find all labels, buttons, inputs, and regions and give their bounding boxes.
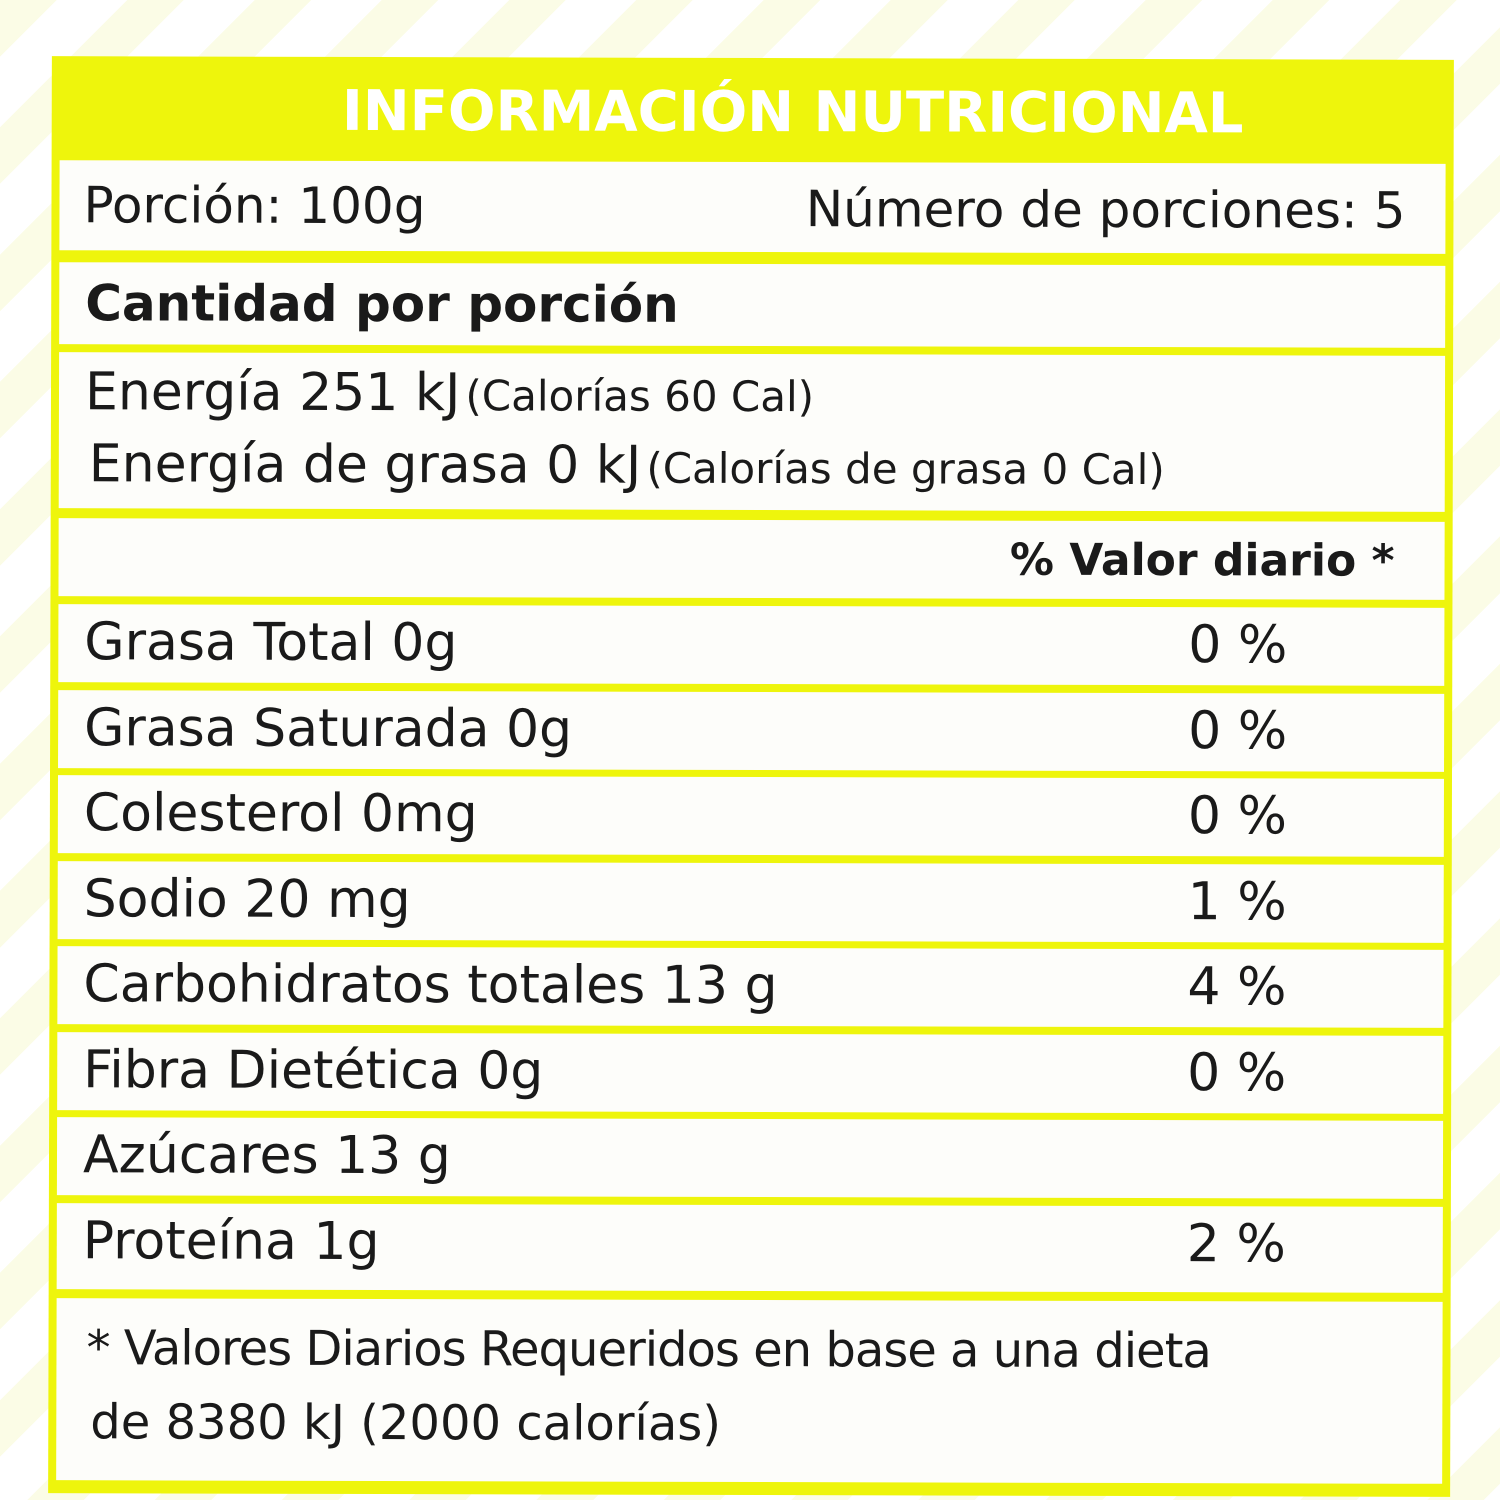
dv-header-row: % Valor diario * — [58, 518, 1445, 600]
nutrient-row: Colesterol 0mg 0 % — [57, 775, 1444, 857]
nutrient-name: Sodio 20 mg — [83, 868, 411, 930]
nutrient-row: Sodio 20 mg 1 % — [57, 860, 1444, 943]
dv-header: % Valor diario * — [1009, 534, 1395, 587]
nutrient-daily-value: 0 % — [1188, 615, 1288, 676]
label-title: INFORMACIÓN NUTRICIONAL — [341, 78, 1244, 147]
energy-row: Energía 251 kJ (Calorías 60 Cal) Energía… — [58, 352, 1446, 512]
nutrient-name: Colesterol 0mg — [83, 783, 478, 845]
footnote-line-2: de 8380 kJ (2000 calorías) — [90, 1394, 722, 1452]
fat-energy-value: Energía de grasa 0 kJ — [88, 434, 642, 496]
nutrient-name: Azúcares 13 g — [82, 1125, 451, 1187]
nutrient-name: Carbohidratos totales 13 g — [83, 954, 778, 1017]
nutrient-name: Proteína 1g — [82, 1210, 380, 1272]
nutrient-daily-value: 0 % — [1187, 786, 1288, 847]
energy-line: Energía 251 kJ (Calorías 60 Cal) — [85, 362, 814, 424]
nutrient-name: Fibra Dietética 0g — [83, 1039, 544, 1101]
footnote-line-1: * Valores Diarios Requeridos en base a u… — [86, 1320, 1211, 1380]
amount-header: Cantidad por porción — [85, 274, 679, 334]
serving-row: Porción: 100g Número de porciones: 5 — [59, 160, 1446, 254]
nutrient-daily-value: 1 % — [1187, 871, 1287, 932]
nutrition-label: INFORMACIÓN NUTRICIONAL Porción: 100g Nú… — [48, 56, 1454, 1497]
energy-value: Energía 251 kJ — [84, 362, 461, 424]
nutrient-daily-value: 0 % — [1188, 700, 1288, 761]
nutrient-name: Grasa Saturada 0g — [84, 697, 573, 760]
nutrient-daily-value: 0 % — [1187, 1042, 1287, 1103]
nutrient-row: Fibra Dietética 0g 0 % — [57, 1031, 1444, 1114]
nutrient-daily-value: 2 % — [1186, 1213, 1286, 1274]
calories-value: (Calorías 60 Cal) — [465, 371, 815, 422]
nutrient-row: Carbohidratos totales 13 g 4 % — [57, 946, 1444, 1028]
fat-calories-value: (Calorías de grasa 0 Cal) — [646, 443, 1165, 495]
nutrient-row: Grasa Total 0g 0 % — [58, 604, 1445, 686]
portion-count: Número de porciones: 5 — [805, 180, 1406, 240]
fat-energy-line: Energía de grasa 0 kJ (Calorías de grasa… — [89, 434, 1165, 497]
portion-size: Porción: 100g — [83, 176, 426, 236]
amount-header-row: Cantidad por porción — [59, 262, 1446, 348]
nutrient-row: Azúcares 13 g — [56, 1117, 1444, 1199]
nutrient-row: Grasa Saturada 0g 0 % — [58, 689, 1445, 772]
nutrient-name: Grasa Total 0g — [84, 612, 458, 674]
nutrient-daily-value: 4 % — [1187, 957, 1287, 1018]
nutrient-row: Proteína 1g 2 % — [56, 1202, 1443, 1293]
footnote-row: * Valores Diarios Requeridos en base a u… — [56, 1298, 1443, 1484]
